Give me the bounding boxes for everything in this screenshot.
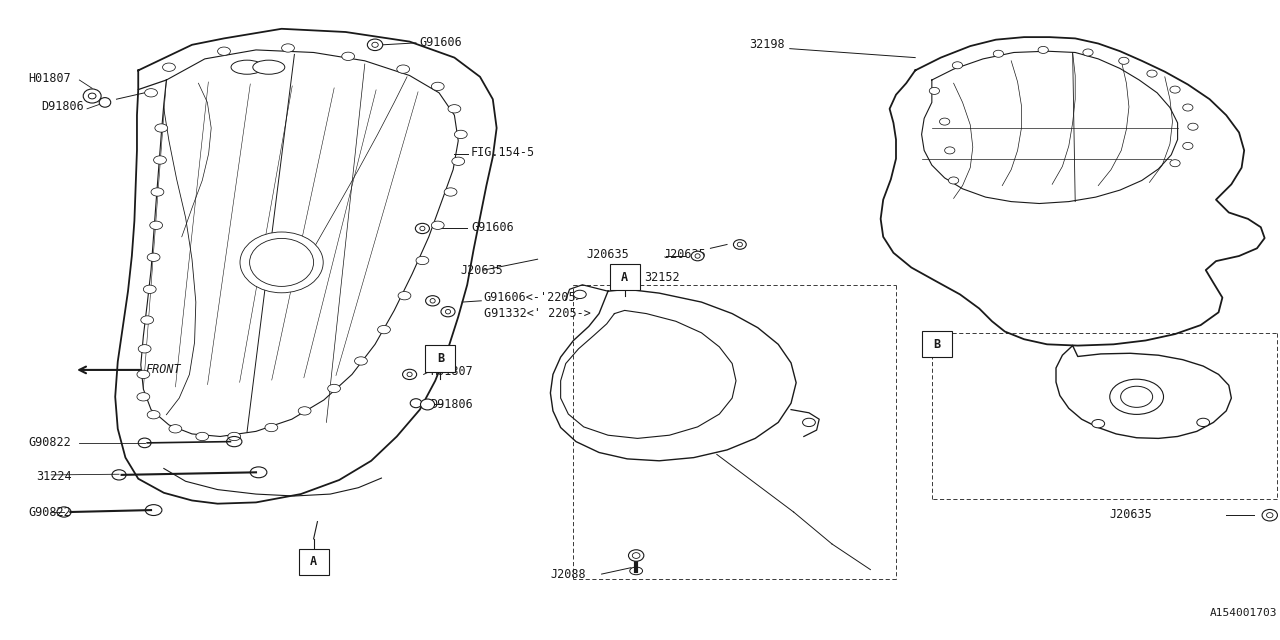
Ellipse shape [100,98,111,108]
Ellipse shape [952,62,963,69]
Ellipse shape [948,177,959,184]
Ellipse shape [440,307,456,317]
Text: A: A [621,271,628,284]
Ellipse shape [230,60,264,74]
Text: A: A [310,556,317,568]
Ellipse shape [573,291,586,298]
Text: J20635: J20635 [586,248,628,260]
Text: A154001703: A154001703 [1210,608,1277,618]
Ellipse shape [151,188,164,196]
Text: D91806: D91806 [41,100,83,113]
Ellipse shape [154,156,166,164]
Ellipse shape [147,253,160,262]
Ellipse shape [218,47,230,56]
Ellipse shape [398,292,411,300]
Ellipse shape [163,63,175,72]
Text: 31224: 31224 [36,470,72,483]
Ellipse shape [282,44,294,52]
Ellipse shape [328,384,340,393]
Text: G90822: G90822 [28,436,70,449]
Ellipse shape [1092,420,1105,428]
Text: G91606: G91606 [420,36,462,49]
Ellipse shape [150,221,163,230]
Ellipse shape [1170,160,1180,167]
Text: J20635: J20635 [1110,508,1152,521]
Ellipse shape [1110,379,1164,415]
Ellipse shape [367,39,383,51]
Ellipse shape [228,433,241,441]
Ellipse shape [1183,104,1193,111]
Ellipse shape [691,252,704,261]
Ellipse shape [448,105,461,113]
Text: D91806: D91806 [430,398,472,411]
Text: G91606: G91606 [471,221,513,234]
FancyBboxPatch shape [609,264,640,291]
Ellipse shape [169,425,182,433]
Ellipse shape [431,83,444,91]
Ellipse shape [1038,47,1048,54]
Ellipse shape [145,89,157,97]
Ellipse shape [137,393,150,401]
Text: 32152: 32152 [644,271,680,284]
Text: 32198: 32198 [749,38,785,51]
Ellipse shape [1183,143,1193,150]
Ellipse shape [402,369,417,380]
Ellipse shape [143,285,156,293]
Ellipse shape [378,326,390,334]
Ellipse shape [733,240,746,250]
Ellipse shape [1119,58,1129,65]
Ellipse shape [410,399,422,408]
Text: J20635: J20635 [663,248,705,261]
FancyBboxPatch shape [922,331,952,358]
Text: G91606<-'2205>: G91606<-'2205> [484,291,584,304]
Ellipse shape [993,51,1004,58]
Ellipse shape [940,118,950,125]
Ellipse shape [628,550,644,561]
Ellipse shape [444,188,457,196]
Ellipse shape [342,52,355,61]
Text: G91332<' 2205->: G91332<' 2205-> [484,307,590,320]
Ellipse shape [416,257,429,265]
Ellipse shape [803,419,815,427]
Ellipse shape [155,124,168,132]
Ellipse shape [253,60,285,74]
Ellipse shape [196,433,209,441]
Text: H01807: H01807 [28,72,70,84]
FancyBboxPatch shape [298,548,329,575]
Text: B: B [436,352,444,365]
Ellipse shape [138,344,151,353]
Ellipse shape [141,316,154,324]
Ellipse shape [425,296,440,306]
Text: J2088: J2088 [550,568,586,581]
Ellipse shape [241,232,324,293]
Ellipse shape [355,357,367,365]
Ellipse shape [147,411,160,419]
Ellipse shape [1083,49,1093,56]
Ellipse shape [945,147,955,154]
Ellipse shape [298,407,311,415]
Text: G90822: G90822 [28,506,70,518]
Text: B: B [933,338,941,351]
Text: J20635: J20635 [461,264,503,276]
Ellipse shape [1170,86,1180,93]
Ellipse shape [420,399,435,410]
Text: H01807: H01807 [430,365,472,378]
Ellipse shape [452,157,465,166]
Text: FIG.154-5: FIG.154-5 [471,146,535,159]
Ellipse shape [415,223,430,234]
Ellipse shape [265,424,278,432]
Ellipse shape [1197,419,1210,427]
Ellipse shape [83,89,101,103]
Ellipse shape [137,370,150,379]
Text: FRONT: FRONT [146,364,182,376]
Ellipse shape [1188,123,1198,131]
Ellipse shape [454,131,467,139]
Ellipse shape [397,65,410,74]
Ellipse shape [1262,509,1277,521]
Ellipse shape [1147,70,1157,77]
Ellipse shape [431,221,444,230]
Ellipse shape [929,88,940,95]
FancyBboxPatch shape [425,345,456,372]
